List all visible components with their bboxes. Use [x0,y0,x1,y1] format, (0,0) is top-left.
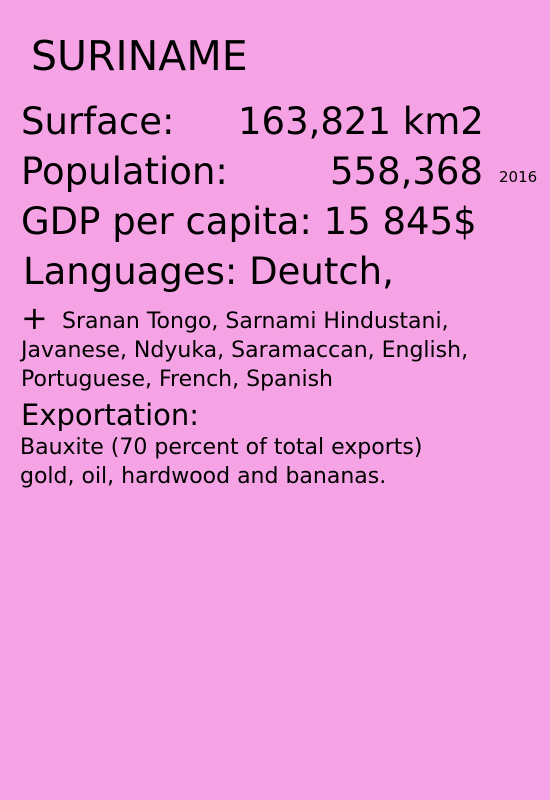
languages-row: Languages: Deutch, [23,250,394,294]
population-value: 558,368 [330,150,484,193]
languages-label: Languages: [23,250,238,293]
surface-label: Surface: [21,100,175,143]
population-row: Population: 558,368 2016 [21,150,537,194]
exportation-heading: Exportation: [21,398,200,432]
exportation-list: Bauxite (70 percent of total exports) go… [20,433,520,491]
country-title: SURINAME [31,32,248,80]
exportation-line: Bauxite (70 percent of total exports) [20,435,423,460]
gdp-label: GDP per capita: [21,200,312,243]
plus-icon: + [21,299,48,337]
other-languages: Sranan Tongo, Sarnami Hindustani, Javane… [21,309,469,392]
population-year: 2016 [499,168,538,186]
surface-row: Surface: 163,821 km2 [21,100,484,144]
surface-value: 163,821 km2 [238,100,484,143]
gdp-row: GDP per capita: 15 845$ [21,200,477,244]
gdp-value: 15 845$ [323,200,477,243]
population-label: Population: [21,150,228,193]
languages-primary: Deutch, [249,250,394,293]
exportation-line: gold, oil, hardwood and bananas. [20,464,387,489]
